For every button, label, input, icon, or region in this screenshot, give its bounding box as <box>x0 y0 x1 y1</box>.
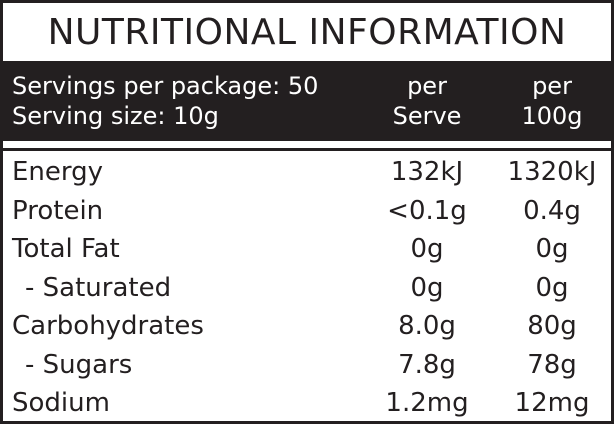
serving-info: Servings per package: 50 Serving size: 1… <box>12 71 318 131</box>
per-100g-value: 80g <box>527 311 577 341</box>
servings-per-package: Servings per package: 50 <box>12 72 319 100</box>
per-serve-value: 0g <box>410 272 444 303</box>
nutrient-name: - Sugars <box>25 349 133 380</box>
nutrient-name: - Saturated <box>25 272 172 303</box>
serving-size: Serving size: 10g <box>12 102 219 130</box>
nutrient-row-protein: Protein <0.1g 0.4g <box>3 192 611 231</box>
per-100g-value: 78g <box>527 349 577 380</box>
column-header-per-100g-line2: 100g <box>521 102 583 130</box>
nutrient-row-saturated: - Saturated 0g 0g <box>3 269 611 308</box>
column-header-per-100g-line1: per <box>532 72 572 100</box>
per-serve-value: 7.8g <box>398 349 456 380</box>
per-serve-value: <0.1g <box>387 195 467 226</box>
per-100g-value: 1320kJ <box>507 157 597 187</box>
per-serve-value: 0g <box>410 234 444 264</box>
nutrient-table: Energy 132kJ 1320kJ Protein <0.1g 0.4g T… <box>3 151 611 423</box>
per-serve-value: 8.0g <box>398 311 456 341</box>
header-band: Servings per package: 50 Serving size: 1… <box>3 61 611 141</box>
nutrient-row-sodium: Sodium 1.2mg 12mg <box>3 384 611 423</box>
nutrient-name: Carbohydrates <box>12 311 204 341</box>
nutrient-name: Sodium <box>12 388 110 418</box>
header-divider <box>3 141 611 151</box>
per-100g-value: 0g <box>535 234 569 264</box>
nutrient-name: Energy <box>12 157 104 187</box>
per-100g-value: 0.4g <box>523 195 581 226</box>
nutrient-name: Total Fat <box>12 234 120 264</box>
column-header-per-serve: per Serve <box>367 71 487 131</box>
nutrient-row-total-fat: Total Fat 0g 0g <box>3 230 611 269</box>
nutrient-name: Protein <box>12 195 104 226</box>
column-header-per-100g: per 100g <box>491 71 613 131</box>
nutrient-row-energy: Energy 132kJ 1320kJ <box>3 153 611 192</box>
nutrient-row-carbohydrates: Carbohydrates 8.0g 80g <box>3 307 611 346</box>
per-serve-value: 1.2mg <box>385 388 469 418</box>
per-100g-value: 0g <box>535 272 569 303</box>
nutrient-row-sugars: - Sugars 7.8g 78g <box>3 346 611 385</box>
column-header-per-serve-line1: per <box>407 72 447 100</box>
panel-title: NUTRITIONAL INFORMATION <box>47 11 567 53</box>
per-serve-value: 132kJ <box>390 157 464 187</box>
per-100g-value: 12mg <box>514 388 590 418</box>
column-header-per-serve-line2: Serve <box>392 102 462 130</box>
